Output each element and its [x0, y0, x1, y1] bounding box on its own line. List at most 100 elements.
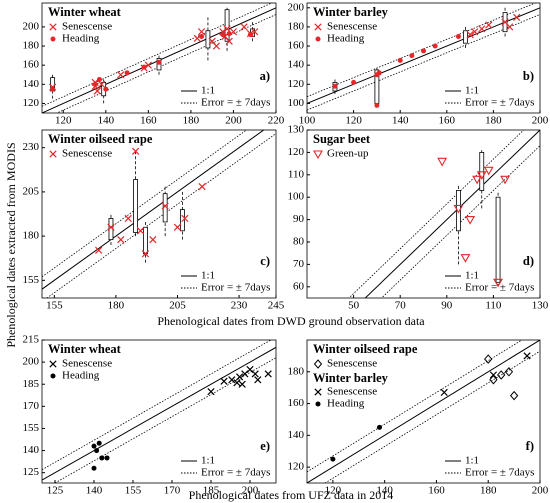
reference-line — [42, 346, 276, 481]
point — [500, 175, 510, 185]
y-tick-label: 180 — [288, 20, 305, 32]
panel: 125 140 155 170 185 200 125 140 155 170 185 200 215 W… — [23, 334, 277, 497]
x-tick-label: 180 — [485, 115, 502, 127]
point — [238, 380, 246, 388]
point — [440, 388, 448, 397]
y-tick-label: 120 — [288, 461, 305, 473]
point — [513, 13, 521, 21]
point — [181, 214, 189, 223]
legend-marker — [313, 359, 323, 369]
panel: 120 140 160 180 200 120 140 160 180 Winter oilsee… — [288, 339, 549, 497]
y-tick-label: 215 — [23, 334, 40, 346]
y-tick-label: 70 — [293, 258, 305, 270]
x-tick-label: 120 — [55, 115, 72, 127]
x-tick-label: 125 — [47, 485, 64, 497]
point — [226, 31, 232, 37]
panel-label: f) — [526, 439, 534, 453]
x-tick-label: 110 — [485, 300, 502, 312]
point — [330, 456, 336, 462]
y-tick-label: 140 — [23, 78, 40, 90]
x-tick-label: 170 — [164, 485, 181, 497]
legend-label: 1:1 — [201, 455, 215, 467]
point — [509, 390, 519, 401]
point — [97, 80, 106, 88]
plot-frame — [41, 2, 277, 114]
reference-line — [324, 350, 540, 483]
point — [240, 23, 248, 31]
legend-label: Senescense — [62, 148, 112, 160]
y-tick-label: 160 — [288, 397, 305, 409]
point — [92, 81, 98, 87]
point — [376, 424, 382, 430]
y-tick-label: 170 — [23, 400, 40, 412]
point — [376, 70, 382, 76]
legend-marker — [314, 23, 322, 31]
point — [141, 250, 150, 258]
legend-marker — [49, 23, 57, 31]
y-tick-label: 120 — [288, 146, 305, 158]
y-axis-label: Phenological dates extracted from MODIS — [4, 142, 18, 347]
y-tick-label: 155 — [23, 422, 40, 434]
y-tick-label: 140 — [23, 444, 40, 456]
x-tick-label: 120 — [345, 115, 362, 127]
plot-area — [348, 130, 540, 298]
legend-label: Heading — [327, 33, 365, 45]
y-tick-label: 155 — [23, 274, 40, 286]
legend-label: Senescense — [327, 21, 377, 33]
x-tick-label: 160 — [428, 485, 445, 497]
point — [124, 214, 132, 223]
y-tick-label: 100 — [288, 97, 305, 109]
legend-marker — [313, 150, 323, 160]
legend-label: Error = ± 7days — [201, 467, 270, 479]
point — [220, 32, 226, 38]
box — [495, 196, 501, 283]
point — [476, 171, 487, 180]
point — [99, 455, 105, 461]
reference-line — [55, 14, 276, 113]
point — [96, 440, 102, 446]
plot-area — [307, 340, 540, 483]
panel-label: e) — [260, 439, 270, 453]
point — [471, 28, 479, 36]
x-tick-label: 185 — [203, 485, 220, 497]
plot-frame — [41, 129, 277, 299]
y-tick-label: 160 — [288, 40, 305, 52]
point — [489, 371, 498, 379]
plot-area — [42, 340, 276, 483]
legend-marker — [49, 150, 57, 158]
legend-label: 1:1 — [201, 270, 215, 282]
y-tick-label: 60 — [293, 280, 305, 292]
plot-area — [42, 130, 276, 298]
reference-line — [42, 130, 248, 278]
y-tick-label: 200 — [288, 1, 305, 13]
plot-frame — [306, 2, 541, 114]
y-tick-label: 100 — [288, 191, 305, 203]
point — [156, 59, 162, 65]
chart-title: Winter barley — [313, 5, 389, 19]
point — [94, 448, 100, 454]
x-tick-label: 120 — [325, 485, 342, 497]
legend-label: Error = ± 7days — [465, 97, 534, 109]
point — [149, 236, 157, 244]
point — [437, 157, 448, 167]
point — [117, 71, 125, 79]
y-tick-label: 110 — [288, 168, 305, 180]
point — [497, 370, 506, 380]
point — [104, 455, 110, 461]
x-tick-label: 230 — [231, 300, 248, 312]
legend-marker — [314, 388, 322, 396]
x-tick-label: 70 — [395, 300, 407, 312]
y-tick-label: 120 — [288, 78, 305, 90]
point — [50, 86, 56, 92]
panel-label: d) — [523, 254, 534, 268]
point — [466, 30, 474, 39]
chart-title: Winter wheat — [48, 5, 122, 19]
x-tick-label: 50 — [348, 300, 360, 312]
point — [124, 70, 130, 76]
y-tick-label: 140 — [288, 59, 305, 71]
x-tick-label: 140 — [98, 115, 115, 127]
point — [351, 79, 357, 85]
legend-label: Heading — [327, 398, 365, 410]
x-tick-label: 130 — [532, 300, 549, 312]
